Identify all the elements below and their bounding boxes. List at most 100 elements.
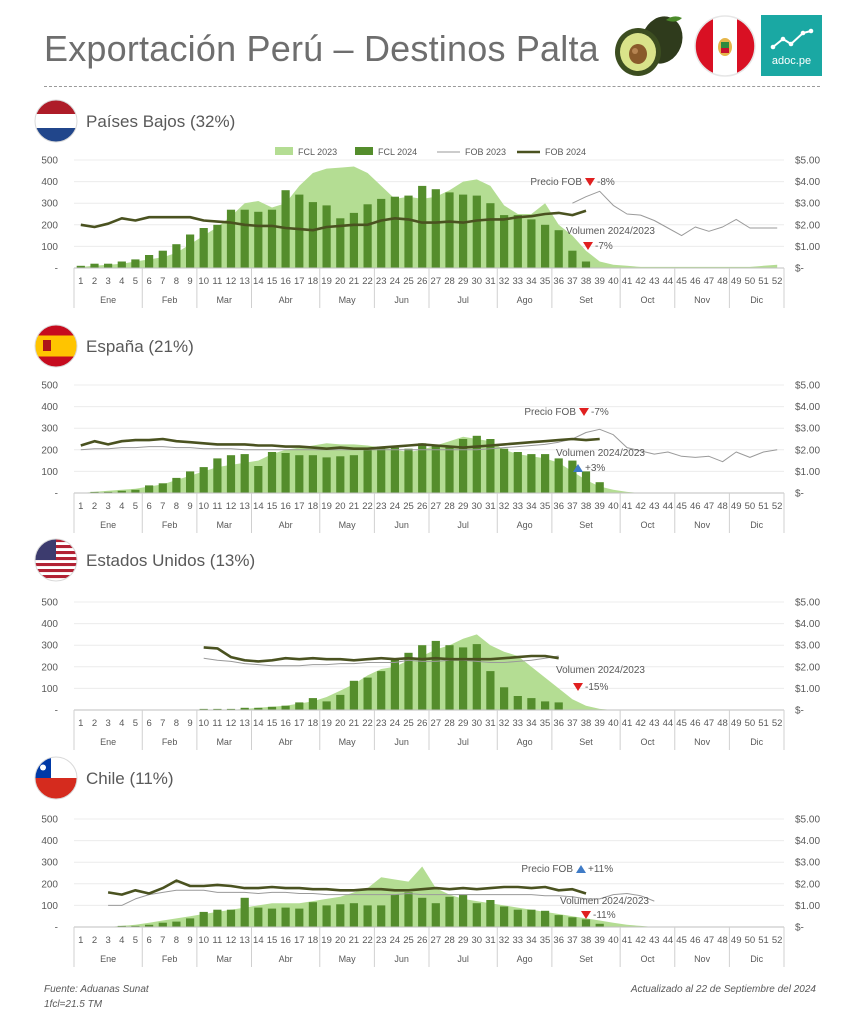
- trend-line-icon: [770, 28, 814, 50]
- week-tick-label: 24: [390, 718, 401, 729]
- week-tick-label: 34: [526, 276, 537, 287]
- y2-tick-label: $3.00: [795, 424, 820, 435]
- month-label: Ago: [517, 520, 533, 530]
- week-tick-label: 9: [187, 276, 192, 287]
- month-label: Oct: [640, 295, 655, 305]
- fob-2024-line: [203, 646, 559, 663]
- week-tick-label: 36: [553, 718, 564, 729]
- fcl-2024-bar: [240, 209, 249, 268]
- week-tick-label: 8: [174, 718, 179, 729]
- week-tick-label: 28: [444, 718, 455, 729]
- y-tick-label: 200: [41, 662, 58, 673]
- fcl-2024-bar: [117, 261, 126, 268]
- month-label: Nov: [694, 737, 711, 747]
- week-tick-label: 31: [485, 276, 496, 287]
- fcl-2024-bar: [554, 915, 563, 927]
- down-arrow-icon: [585, 178, 595, 186]
- week-tick-label: 51: [758, 276, 769, 287]
- fcl-2024-bar: [145, 485, 154, 493]
- week-tick-label: 49: [731, 935, 742, 946]
- fcl-2024-bar: [131, 925, 140, 927]
- fcl-2024-bar: [377, 446, 386, 493]
- fcl-2024-bar: [595, 482, 604, 493]
- fcl-2024-bar: [377, 671, 386, 710]
- month-label: Ago: [517, 295, 533, 305]
- week-tick-label: 12: [226, 501, 237, 512]
- week-tick-label: 33: [512, 276, 523, 287]
- week-tick-label: 28: [444, 276, 455, 287]
- fcl-2024-bar: [472, 903, 481, 927]
- month-label: Ene: [100, 737, 116, 747]
- week-tick-label: 46: [690, 935, 701, 946]
- month-label: Dic: [750, 295, 763, 305]
- fcl-2024-bar: [117, 490, 126, 493]
- y2-tick-label: $3.00: [795, 858, 820, 869]
- chart-title: España (21%): [86, 337, 194, 356]
- week-tick-label: 20: [335, 718, 346, 729]
- week-tick-label: 47: [704, 501, 715, 512]
- fcl-2024-bar: [390, 196, 399, 268]
- y-tick-label: 500: [41, 156, 58, 167]
- y-tick-label: 100: [41, 684, 58, 695]
- month-label: Oct: [640, 520, 655, 530]
- week-tick-label: 40: [608, 276, 619, 287]
- y2-tick-label: $4.00: [795, 177, 820, 188]
- fcl-2024-bar: [267, 452, 277, 493]
- fcl-2024-bar: [363, 905, 372, 927]
- week-tick-label: 20: [335, 935, 346, 946]
- week-tick-label: 23: [376, 276, 387, 287]
- y-tick-label: -: [55, 923, 58, 934]
- fcl-2024-bar: [390, 447, 399, 493]
- fcl-2024-bar: [336, 218, 345, 268]
- fcl-2024-bar: [131, 259, 140, 268]
- fcl-2024-bar: [459, 894, 468, 927]
- fcl-2024-bar: [349, 903, 358, 927]
- fcl-2024-bar: [199, 467, 208, 493]
- flag-stripe: [35, 572, 77, 575]
- week-tick-label: 1: [78, 276, 83, 287]
- fcl-2024-bar: [199, 708, 208, 710]
- fob-2024-line: [80, 437, 600, 451]
- y2-tick-label: $5.00: [795, 381, 820, 392]
- month-label: Jun: [394, 520, 409, 530]
- flag-stripe: [35, 778, 77, 799]
- adoc-logo-text: adoc.pe: [771, 55, 812, 67]
- week-tick-label: 52: [772, 718, 783, 729]
- month-label: Ago: [517, 737, 533, 747]
- week-tick-label: 47: [704, 276, 715, 287]
- week-tick-label: 17: [294, 501, 305, 512]
- fcl-2024-bar: [418, 897, 427, 927]
- week-tick-label: 42: [635, 276, 646, 287]
- week-tick-label: 50: [745, 276, 756, 287]
- fcl-2024-bar: [336, 904, 345, 927]
- y-tick-label: 400: [41, 619, 58, 630]
- month-label: Mar: [216, 954, 232, 964]
- fcl-2024-bar: [363, 677, 372, 710]
- fcl-2024-bar: [199, 911, 208, 927]
- price-annotation-label: Precio FOB: [530, 177, 582, 188]
- month-label: Ago: [517, 954, 533, 964]
- y2-tick-label: $1.00: [795, 242, 820, 253]
- week-tick-label: 24: [390, 501, 401, 512]
- month-label: Jul: [457, 520, 469, 530]
- week-tick-label: 29: [458, 935, 469, 946]
- week-tick-label: 44: [663, 501, 674, 512]
- y2-tick-label: $5.00: [795, 815, 820, 826]
- week-tick-label: 10: [198, 935, 209, 946]
- chart-legend: FCL 2023 FCL 2024 FOB 2023 FOB 2024: [275, 147, 586, 157]
- y-tick-label: 100: [41, 242, 58, 253]
- y2-tick-label: $3.00: [795, 641, 820, 652]
- week-tick-label: 13: [239, 718, 250, 729]
- y2-tick-label: $1.00: [795, 467, 820, 478]
- week-tick-label: 38: [581, 276, 592, 287]
- fcl-2024-bar: [459, 647, 468, 710]
- week-tick-label: 22: [362, 718, 373, 729]
- fcl-2024-bar: [554, 458, 563, 493]
- y2-tick-label: $3.00: [795, 199, 820, 210]
- week-tick-label: 14: [253, 276, 264, 287]
- fcl-2024-bar: [390, 658, 399, 710]
- y-tick-label: 200: [41, 445, 58, 456]
- chart-usa: Estados Unidos (13%) 500 $5.00 400 $4.00 300 $…: [34, 538, 820, 750]
- y-tick-label: 300: [41, 858, 58, 869]
- month-label: Dic: [750, 954, 763, 964]
